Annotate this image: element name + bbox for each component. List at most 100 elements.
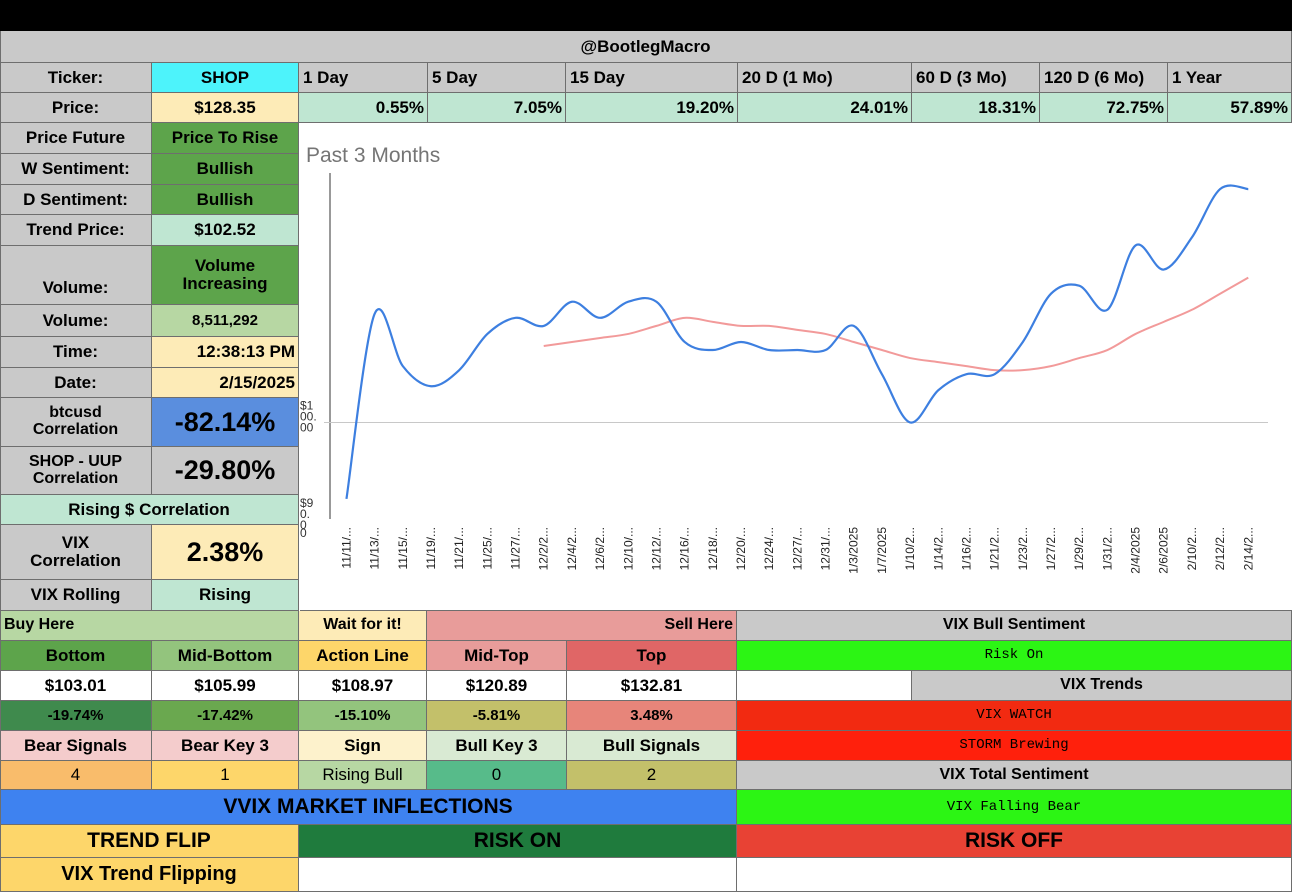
vix-trends-blank	[737, 671, 912, 701]
x-tick-label: 12/4/2...	[565, 527, 579, 570]
vix-corr-line2: Correlation	[30, 551, 121, 570]
ticker-label: Ticker:	[0, 63, 152, 93]
blank-cell-a	[299, 858, 737, 892]
x-tick-label: 12/12/...	[649, 527, 663, 570]
level-mid-bottom-pct: -17.42%	[152, 701, 299, 731]
chart-title: Past 3 Months	[306, 144, 440, 167]
x-tick-label: 1/31/2...	[1100, 527, 1114, 570]
volume-trend-value: Volume Increasing	[152, 246, 299, 305]
x-tick-label: 11/19/...	[424, 527, 438, 569]
period-20d: 20 D (1 Mo)	[738, 63, 912, 93]
x-tick-label: 12/24/...	[762, 527, 776, 570]
level-bottom-price: $103.01	[0, 671, 152, 701]
bear-key3-header: Bear Key 3	[152, 731, 299, 761]
vvix-inflections: VVIX MARKET INFLECTIONS	[0, 790, 737, 825]
bear-key3-value: 1	[152, 761, 299, 790]
x-tick-label: 2/10/2...	[1185, 527, 1199, 570]
vix-correlation-value: 2.38%	[152, 525, 299, 580]
x-tick-label: 2/6/2025	[1157, 527, 1171, 574]
uup-correlation-value: -29.80%	[152, 447, 299, 495]
x-tick-label: 1/27/2...	[1044, 527, 1058, 570]
x-tick-label: 12/31/...	[819, 527, 833, 570]
sign-value: Rising Bull	[299, 761, 427, 790]
x-tick-label: 12/6/2...	[593, 527, 607, 570]
btc-label-line1: btcusd	[49, 404, 102, 422]
x-tick-label: 2/12/2...	[1213, 527, 1227, 570]
price-chart: Past 3 Months $1 00. 00 $9 0. 0 0 11/11/... 11/13…	[300, 123, 1292, 611]
rising-correlation: Rising $ Correlation	[0, 495, 299, 525]
vix-correlation-label: VIX Correlation	[0, 525, 152, 580]
vix-rolling-label: VIX Rolling	[0, 580, 152, 611]
d-sentiment-value: Bullish	[152, 185, 299, 215]
vix-risk-on: Risk On	[737, 641, 1292, 671]
sign-header: Sign	[299, 731, 427, 761]
x-tick-label: 12/27/...	[790, 527, 804, 570]
date-label: Date:	[0, 368, 152, 398]
w-sentiment-value: Bullish	[152, 154, 299, 185]
level-bottom-pct: -19.74%	[0, 701, 152, 731]
level-top-pct: 3.48%	[567, 701, 737, 731]
change-5d: 7.05%	[428, 93, 566, 123]
ticker-value[interactable]: SHOP	[152, 63, 299, 93]
volume-value: 8,511,292	[152, 305, 299, 337]
x-tick-label: 12/20/...	[734, 527, 748, 570]
price-future-value: Price To Rise	[152, 123, 299, 154]
x-tick-label: 1/21/2...	[988, 527, 1002, 570]
level-mid-top-price: $120.89	[427, 671, 567, 701]
blank-cell-b	[737, 858, 1292, 892]
vix-trend-flipping: VIX Trend Flipping	[0, 858, 299, 892]
y-tick-label-100: $1 00. 00	[300, 398, 317, 434]
period-1d: 1 Day	[299, 63, 428, 93]
level-action-line-header: Action Line	[299, 641, 427, 671]
vix-corr-line1: VIX	[61, 533, 90, 553]
bull-signals-header: Bull Signals	[567, 731, 737, 761]
w-sentiment-label: W Sentiment:	[0, 154, 152, 185]
bear-signals-value: 4	[0, 761, 152, 790]
level-mid-top-header: Mid-Top	[427, 641, 567, 671]
x-tick-label: 2/14/2...	[1241, 527, 1255, 570]
wait-label: Wait for it!	[299, 611, 427, 641]
price-value: $128.35	[152, 93, 299, 123]
bull-key3-value: 0	[427, 761, 567, 790]
change-120d: 72.75%	[1040, 93, 1168, 123]
level-action-line-pct: -15.10%	[299, 701, 427, 731]
x-tick-label: 12/18/...	[706, 527, 720, 570]
x-tick-label: 12/10/...	[621, 527, 635, 570]
trend-price-value: $102.52	[152, 215, 299, 246]
series-line-0	[345, 184, 1249, 500]
x-tick-label: 11/13/...	[368, 527, 382, 569]
level-bottom-header: Bottom	[0, 641, 152, 671]
series-line-1	[543, 276, 1249, 372]
x-tick-label: 12/2/2...	[537, 527, 551, 570]
x-tick-label: 1/3/2025	[847, 527, 861, 574]
x-tick-label: 1/29/2...	[1072, 527, 1086, 570]
vix-watch: VIX WATCH	[737, 701, 1292, 731]
x-tick-label: 1/16/2...	[959, 527, 973, 570]
level-mid-top-pct: -5.81%	[427, 701, 567, 731]
x-tick-label: 2/4/2025	[1129, 527, 1143, 574]
y-tick-label-0: 0	[300, 526, 307, 540]
level-mid-bottom-header: Mid-Bottom	[152, 641, 299, 671]
price-future-label: Price Future	[0, 123, 152, 154]
x-tick-label: 1/14/2...	[931, 527, 945, 570]
change-1y: 57.89%	[1168, 93, 1292, 123]
period-120d: 120 D (6 Mo)	[1040, 63, 1168, 93]
level-mid-bottom-price: $105.99	[152, 671, 299, 701]
risk-on-banner: RISK ON	[299, 825, 737, 858]
level-top-price: $132.81	[567, 671, 737, 701]
period-5d: 5 Day	[428, 63, 566, 93]
sell-here-label: Sell Here	[427, 611, 737, 641]
time-value: 12:38:13 PM	[152, 337, 299, 368]
x-tick-label: 11/11/...	[339, 527, 353, 569]
left-border	[0, 31, 1, 892]
y-tick-label-90: $9 0. 0	[300, 496, 314, 532]
vix-rolling-value: Rising	[152, 580, 299, 611]
vix-falling-bear: VIX Falling Bear	[737, 790, 1292, 825]
x-tick-label: 11/21/...	[452, 527, 466, 569]
vix-total-sentiment-label: VIX Total Sentiment	[737, 761, 1292, 790]
risk-off-banner: RISK OFF	[737, 825, 1292, 858]
price-label: Price:	[0, 93, 152, 123]
volume-trend-line2: Increasing	[182, 274, 268, 293]
level-top-header: Top	[567, 641, 737, 671]
volume-label: Volume:	[0, 305, 152, 337]
